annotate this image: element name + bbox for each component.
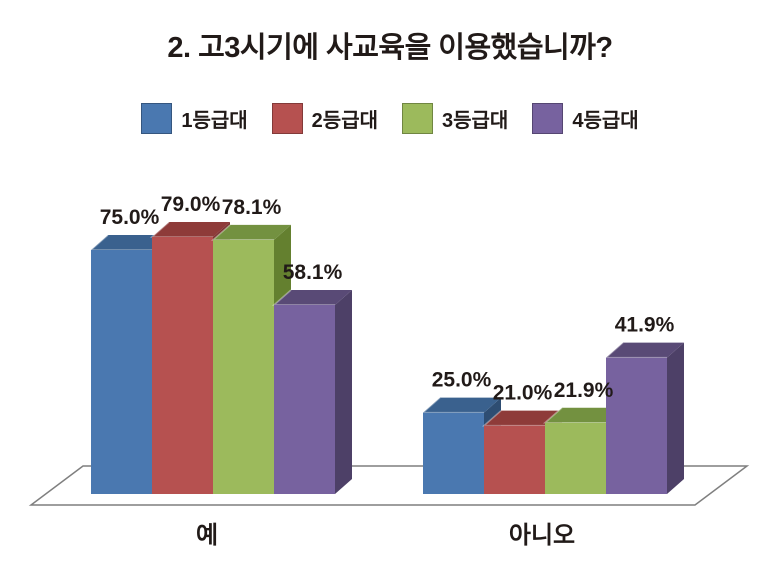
value-label: 25.0% bbox=[432, 369, 492, 392]
legend-label: 2등급대 bbox=[311, 110, 378, 132]
bar-top-face bbox=[423, 397, 501, 413]
bar-4등급대-예 bbox=[271, 289, 352, 494]
bar-top-face bbox=[545, 407, 623, 423]
bar-front-face bbox=[545, 422, 606, 494]
legend-item: 1등급대 bbox=[141, 103, 248, 134]
bar-top-face bbox=[484, 410, 562, 426]
category-labels-layer: 예 아니오 bbox=[196, 522, 575, 549]
legend-label: 3등급대 bbox=[442, 110, 509, 132]
bars-layer bbox=[88, 221, 684, 494]
value-label: 78.1% bbox=[222, 196, 282, 219]
legend-label: 4등급대 bbox=[572, 110, 639, 132]
legend-swatch bbox=[271, 103, 303, 134]
legend-item: 3등급대 bbox=[402, 103, 508, 134]
bar-front-face bbox=[484, 425, 545, 494]
bar-front-face bbox=[423, 412, 484, 494]
bar-top-face bbox=[606, 342, 684, 358]
bar-top-face bbox=[274, 289, 352, 305]
value-label: 58.1% bbox=[283, 261, 343, 284]
bar-top-face bbox=[213, 224, 291, 240]
bar-side-face bbox=[667, 342, 684, 494]
value-labels-layer: 75.0%79.0% 78.1% 58.1% 25.0%21.0% 21.9% 41.9% bbox=[100, 193, 675, 405]
bar-front-face bbox=[152, 236, 213, 494]
bar-front-face bbox=[274, 304, 335, 494]
legend-label: 1등급대 bbox=[181, 110, 248, 132]
category-label: 아니오 bbox=[509, 522, 575, 549]
legend: 1등급대 2등급대 3등급대 4등급대 bbox=[0, 103, 780, 134]
value-label: 79.0% bbox=[161, 193, 221, 216]
bar-top-face bbox=[152, 221, 230, 237]
category-label: 예 bbox=[196, 522, 218, 549]
chart-title: 2. 고3시기에 사교육을 이용했습니까? bbox=[167, 32, 613, 64]
value-label: 75.0% bbox=[100, 206, 160, 229]
bar-top-face bbox=[91, 235, 169, 251]
legend-swatch bbox=[532, 103, 564, 134]
legend-item: 4등급대 bbox=[532, 103, 639, 134]
bar-front-face bbox=[91, 250, 152, 494]
legend-swatch bbox=[141, 103, 173, 134]
legend-swatch bbox=[402, 103, 433, 134]
value-label: 21.9% bbox=[554, 379, 614, 402]
bar-4등급대-아니오 bbox=[603, 342, 684, 494]
bar-side-face bbox=[335, 289, 352, 494]
value-label: 41.9% bbox=[615, 314, 675, 337]
legend-item: 2등급대 bbox=[271, 103, 378, 134]
value-label: 21.0% bbox=[493, 382, 553, 405]
bar-front-face bbox=[213, 239, 274, 494]
bar-front-face bbox=[606, 357, 667, 494]
